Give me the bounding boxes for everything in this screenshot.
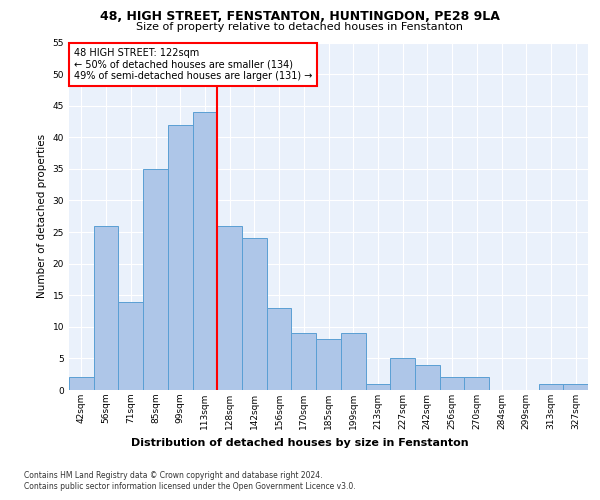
- Bar: [267, 308, 292, 390]
- Bar: [69, 378, 94, 390]
- Text: 48 HIGH STREET: 122sqm
← 50% of detached houses are smaller (134)
49% of semi-de: 48 HIGH STREET: 122sqm ← 50% of detached…: [74, 48, 313, 81]
- Bar: [539, 384, 563, 390]
- Bar: [94, 226, 118, 390]
- Bar: [193, 112, 217, 390]
- Bar: [440, 378, 464, 390]
- Bar: [217, 226, 242, 390]
- Text: Size of property relative to detached houses in Fenstanton: Size of property relative to detached ho…: [137, 22, 464, 32]
- Y-axis label: Number of detached properties: Number of detached properties: [37, 134, 47, 298]
- Bar: [143, 169, 168, 390]
- Text: Contains HM Land Registry data © Crown copyright and database right 2024.: Contains HM Land Registry data © Crown c…: [24, 471, 323, 480]
- Bar: [118, 302, 143, 390]
- Bar: [292, 333, 316, 390]
- Bar: [168, 124, 193, 390]
- Text: Contains public sector information licensed under the Open Government Licence v3: Contains public sector information licen…: [24, 482, 356, 491]
- Bar: [563, 384, 588, 390]
- Bar: [316, 340, 341, 390]
- Bar: [242, 238, 267, 390]
- Text: Distribution of detached houses by size in Fenstanton: Distribution of detached houses by size …: [131, 438, 469, 448]
- Text: 48, HIGH STREET, FENSTANTON, HUNTINGDON, PE28 9LA: 48, HIGH STREET, FENSTANTON, HUNTINGDON,…: [100, 10, 500, 23]
- Bar: [365, 384, 390, 390]
- Bar: [341, 333, 365, 390]
- Bar: [390, 358, 415, 390]
- Bar: [415, 364, 440, 390]
- Bar: [464, 378, 489, 390]
